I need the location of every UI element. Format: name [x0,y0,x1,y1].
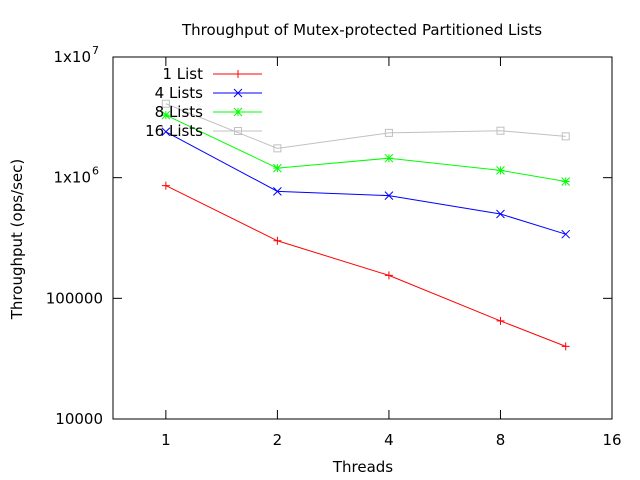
data-point [233,107,243,117]
data-point [384,128,393,137]
y-axis-title: Throughput (ops/sec) [8,159,26,320]
x-tick-label: 4 [384,431,394,449]
data-point [234,127,242,135]
y-tick-exponent: 6 [92,165,99,178]
x-tick-label: 8 [496,431,506,449]
data-point [161,110,171,120]
series-layer [161,99,571,351]
series-line [165,103,566,149]
data-point [161,127,171,137]
data-point [273,163,282,173]
data-point [273,144,282,153]
data-point [384,191,394,200]
data-point [273,187,282,196]
data-point [161,181,170,190]
legend-label: 1 List [162,65,203,83]
data-point [561,132,570,141]
data-point [161,99,170,108]
x-tick-label: 1 [161,431,171,449]
y-tick-label: 1x10 [53,48,91,66]
x-tick-label: 16 [602,431,621,449]
data-point [496,165,505,175]
series-line [165,185,566,347]
series-line [165,114,566,182]
plot-area-frame [112,56,613,420]
legend-label: 8 Lists [155,103,204,121]
legend-label: 4 Lists [155,84,204,102]
series-16-lists [161,99,570,153]
legend-item: 1 List [162,65,262,83]
data-point [561,177,571,186]
data-point [496,209,505,219]
data-point [384,271,393,280]
legend-item: 8 Lists [155,103,262,121]
series-8-lists [161,110,571,186]
y-tick-label: 100000 [46,289,103,307]
data-point [496,126,505,135]
data-point [561,229,571,239]
chart-title: Throughput of Mutex-protected Partitione… [181,21,542,39]
chart-title-text: Throughput of Mutex-protected Partitione… [181,21,542,39]
legend-item: 16 Lists [145,122,262,140]
series-4-lists [161,127,571,239]
legend-label: 16 Lists [145,122,203,140]
x-tick-label: 2 [273,431,283,449]
data-point [273,236,282,245]
data-point [496,316,505,325]
data-point [561,342,570,351]
legend-item: 4 Lists [155,84,262,102]
series-1-list [161,181,570,351]
y-tick-exponent: 7 [92,44,99,57]
y-tick-label: 1x10 [53,169,91,187]
y-tick-label: 10000 [55,410,103,428]
series-line [165,131,566,235]
data-point [234,70,242,78]
data-point [233,88,243,98]
data-point [384,153,394,163]
x-axis-title: Threads [332,458,393,476]
